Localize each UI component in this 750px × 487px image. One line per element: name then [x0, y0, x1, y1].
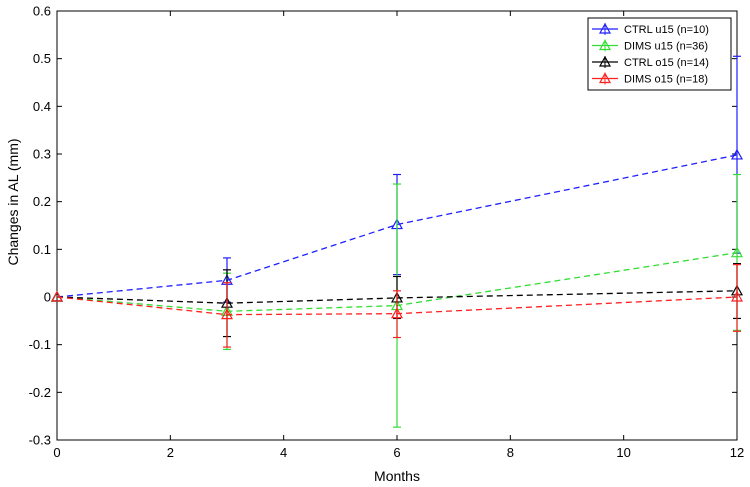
x-tick-label: 12	[730, 445, 744, 460]
x-tick-label: 8	[507, 445, 514, 460]
y-tick-label: -0.1	[29, 337, 51, 352]
legend: CTRL u15 (n=10) DIMS u15 (n=36) CTRL o15 (…	[587, 17, 732, 91]
data-point	[730, 148, 744, 160]
y-tick-label: 0.3	[33, 147, 51, 162]
legend-label: DIMS u15 (n=36)	[624, 41, 708, 53]
y-tick-label: 0	[44, 290, 51, 305]
legend-item-3: DIMS o15 (n=18)	[592, 72, 708, 86]
legend-label: DIMS o15 (n=18)	[624, 74, 708, 86]
y-axis-label: Changes in AL (mm)	[5, 138, 21, 265]
y-tick-label: -0.2	[29, 385, 51, 400]
data-point	[730, 290, 744, 302]
x-tick-label: 6	[393, 445, 400, 460]
x-tick-label: 10	[616, 445, 630, 460]
x-tick-label: 2	[167, 445, 174, 460]
data-point	[390, 307, 404, 319]
y-tick-label: 0.2	[33, 194, 51, 209]
series-layer	[50, 55, 744, 428]
data-point	[730, 246, 744, 258]
series-line	[56, 290, 738, 304]
y-tick-label: 0.5	[33, 51, 51, 66]
x-tick-label: 4	[280, 445, 287, 460]
y-tick-label: 0.1	[33, 242, 51, 257]
legend-item-1: DIMS u15 (n=36)	[592, 39, 708, 53]
y-tick-label: 0.6	[33, 4, 51, 19]
x-tick-label: 0	[53, 445, 60, 460]
series-3	[50, 263, 744, 348]
data-point	[50, 290, 64, 302]
legend-item-0: CTRL u15 (n=10)	[592, 22, 709, 36]
series-line	[56, 154, 738, 298]
legend-label: CTRL o15 (n=14)	[624, 57, 709, 69]
series-line	[56, 296, 738, 316]
series-line	[56, 252, 738, 312]
y-tick-label: -0.3	[29, 433, 51, 448]
axes: 0 2 4 6 8 10 12 -0.3 -0.2 -0.1 0 0.1 0.2 0.3 0.4 0.5 0.6	[29, 4, 745, 461]
x-axis-label: Months	[374, 468, 420, 484]
legend-item-2: CTRL o15 (n=14)	[592, 55, 709, 69]
legend-label: CTRL u15 (n=10)	[624, 24, 709, 36]
data-point	[220, 308, 234, 320]
y-tick-label: 0.4	[33, 99, 51, 114]
